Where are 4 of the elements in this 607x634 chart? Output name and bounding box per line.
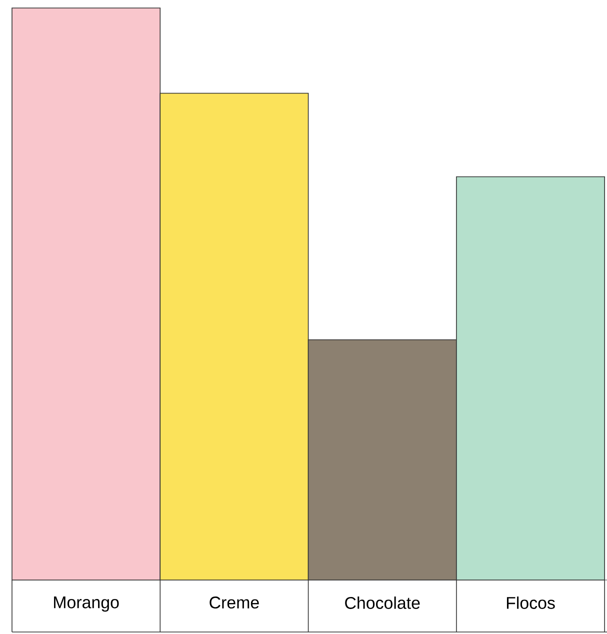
x-tick-label: Morango	[54, 596, 119, 612]
x-tick-label: Creme	[210, 596, 259, 609]
x-tick-label: Chocolate	[345, 596, 420, 609]
x-tick-label: Flocos	[506, 596, 555, 609]
